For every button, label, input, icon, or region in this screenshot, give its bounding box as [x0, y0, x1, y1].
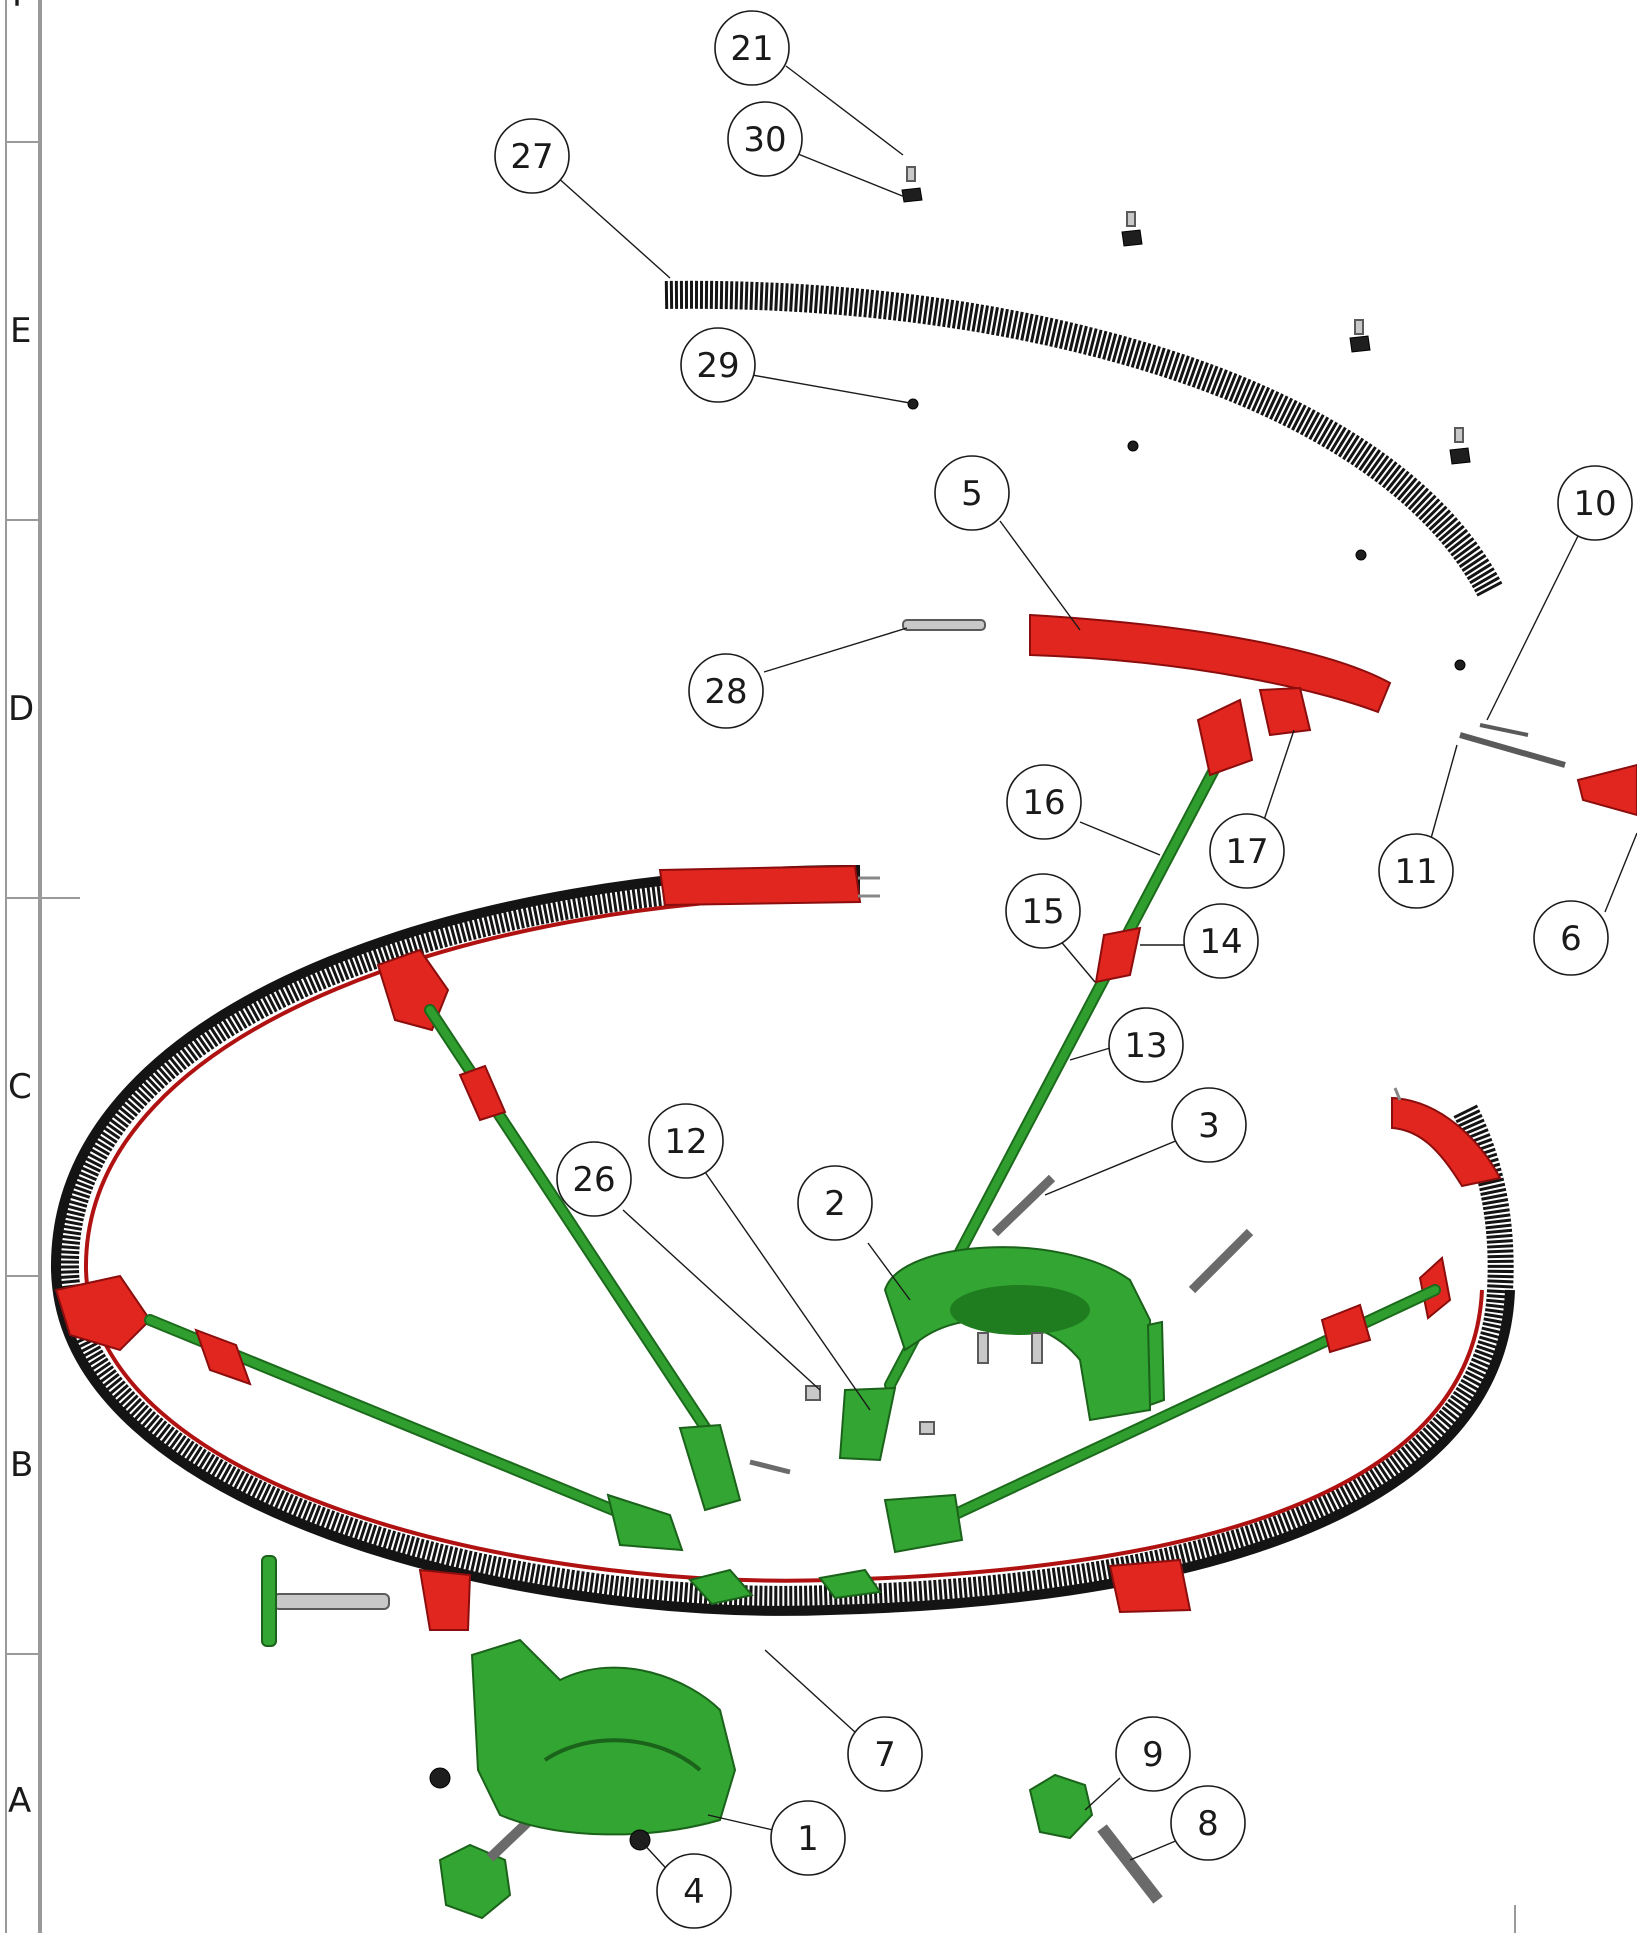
balloon-27: 27: [494, 118, 570, 194]
balloon-3: 3: [1171, 1087, 1247, 1163]
drawing-frame: [5, 0, 1516, 1933]
balloon-29-label: 29: [696, 346, 739, 386]
balloon-14: 14: [1183, 903, 1259, 979]
balloon-15: 15: [1005, 873, 1081, 949]
balloon-2-label: 2: [824, 1184, 846, 1224]
item-balloons: 21 30 27 29 5 10 28 16: [494, 10, 1633, 1929]
balloon-11: 11: [1378, 833, 1454, 909]
balloon-16: 16: [1006, 764, 1082, 840]
balloon-6: 6: [1533, 900, 1609, 976]
balloon-1-label: 1: [797, 1819, 819, 1859]
balloon-3-label: 3: [1198, 1106, 1220, 1146]
balloon-14-label: 14: [1199, 922, 1242, 962]
balloon-29: 29: [680, 327, 756, 403]
balloon-26: 26: [556, 1141, 632, 1217]
leader-lines: [555, 65, 1637, 1879]
main-ring: [50, 864, 1515, 1616]
balloon-1: 1: [770, 1800, 846, 1876]
balloon-10-label: 10: [1573, 484, 1616, 524]
upper-chain-arc: [664, 280, 1503, 597]
balloon-17-label: 17: [1225, 832, 1268, 872]
zone-label-f: F: [12, 0, 32, 15]
balloon-21-label: 21: [730, 29, 773, 69]
balloon-6-label: 6: [1560, 919, 1582, 959]
zone-labels: F E D C B A: [8, 0, 34, 1821]
balloon-16-label: 16: [1022, 783, 1065, 823]
balloon-12-label: 12: [664, 1122, 707, 1162]
zone-label-a: A: [8, 1781, 31, 1821]
balloon-21: 21: [714, 10, 790, 86]
balloon-4-label: 4: [683, 1872, 705, 1912]
balloon-2: 2: [797, 1165, 873, 1241]
balloon-28: 28: [688, 653, 764, 729]
zone-label-c: C: [8, 1067, 32, 1107]
balloon-13-label: 13: [1124, 1026, 1167, 1066]
zone-label-b: B: [10, 1445, 33, 1485]
hub-lower: [470, 1638, 737, 1851]
balloon-28-label: 28: [704, 672, 747, 712]
hub-upper: [883, 1246, 1166, 1422]
balloon-26-label: 26: [572, 1160, 615, 1200]
balloon-10: 10: [1557, 465, 1633, 541]
balloon-27-label: 27: [510, 137, 553, 177]
zone-label-d: D: [8, 689, 34, 729]
balloon-17: 17: [1209, 813, 1285, 889]
balloon-5-label: 5: [961, 474, 983, 514]
balloon-9-label: 9: [1142, 1735, 1164, 1775]
zone-label-e: E: [10, 311, 31, 351]
balloon-8: 8: [1170, 1785, 1246, 1861]
balloon-4: 4: [656, 1853, 732, 1929]
balloon-9: 9: [1115, 1716, 1191, 1792]
upper-rail-segment: [1029, 613, 1392, 737]
right-rail-segment: [1576, 763, 1637, 817]
balloon-7-label: 7: [874, 1735, 896, 1775]
balloon-12: 12: [648, 1103, 724, 1179]
balloon-8-label: 8: [1197, 1804, 1219, 1844]
balloon-5: 5: [934, 455, 1010, 531]
balloon-11-label: 11: [1394, 852, 1437, 892]
balloon-15-label: 15: [1021, 892, 1064, 932]
balloon-30: 30: [727, 101, 803, 177]
balloon-13: 13: [1108, 1007, 1184, 1083]
balloon-30-label: 30: [743, 120, 786, 160]
balloon-7: 7: [847, 1716, 923, 1792]
hardware: [261, 166, 1566, 1920]
ring-couplers: [688, 1568, 882, 1606]
